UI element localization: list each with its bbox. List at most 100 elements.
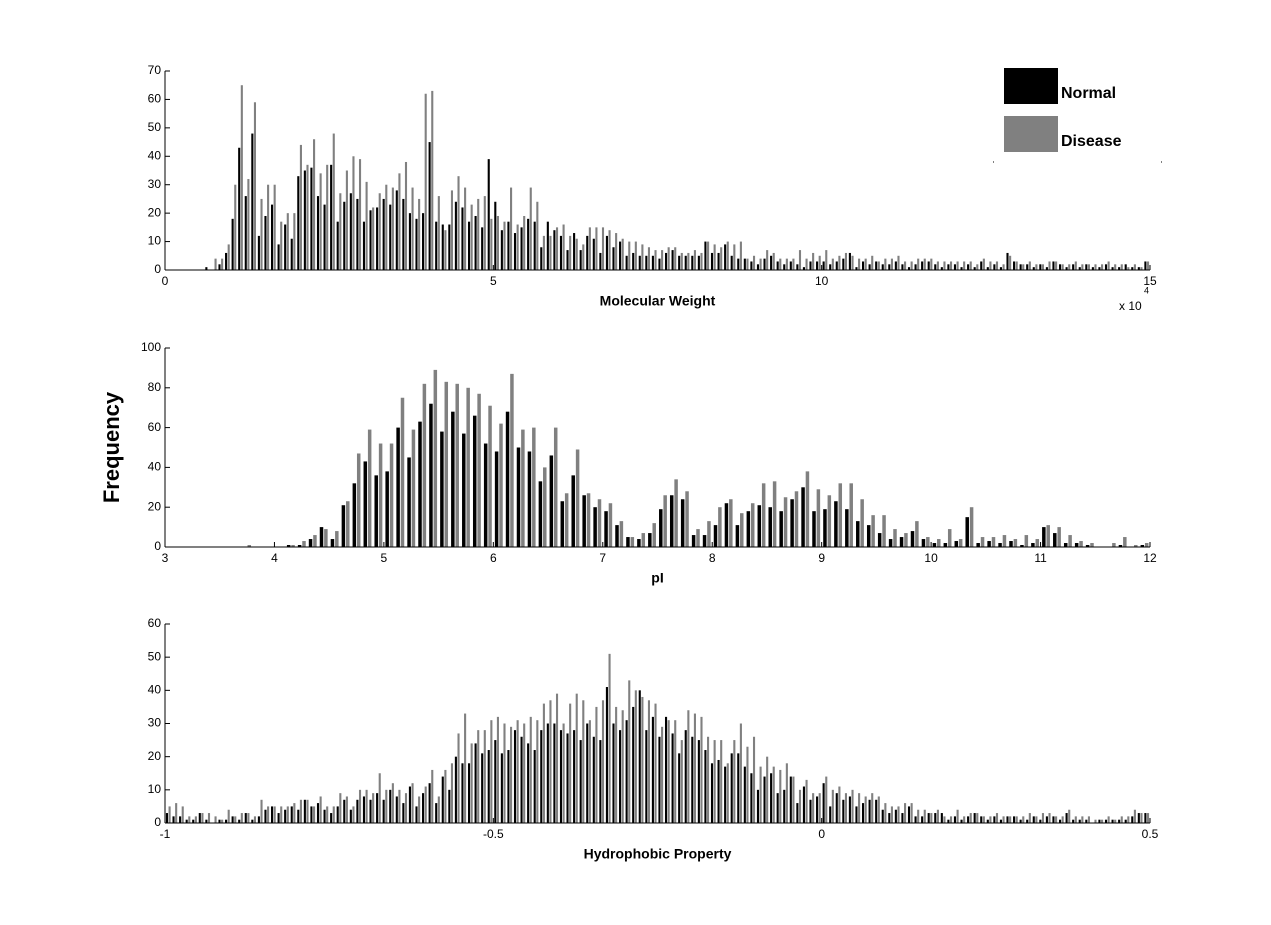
bar — [595, 706, 598, 823]
bar — [980, 816, 983, 823]
bar — [253, 102, 257, 271]
bar — [527, 218, 530, 270]
bar — [555, 693, 559, 823]
bar — [310, 806, 313, 823]
bar — [730, 753, 733, 823]
y-tick-label: 20 — [148, 749, 162, 763]
x-tick-label: 7 — [599, 551, 606, 565]
bar — [739, 723, 742, 823]
bar — [1107, 816, 1110, 823]
bar — [772, 766, 775, 823]
bar — [569, 235, 572, 270]
bar — [835, 793, 838, 823]
bar — [418, 796, 421, 823]
bar — [569, 703, 572, 823]
bar — [667, 247, 670, 270]
bar — [910, 531, 915, 547]
bar — [612, 247, 615, 270]
bar — [422, 213, 425, 270]
bar — [718, 507, 722, 547]
bar — [927, 261, 930, 270]
bar — [441, 224, 444, 270]
bar — [1002, 816, 1005, 823]
bar — [395, 190, 398, 270]
bar — [398, 789, 401, 823]
bar — [1124, 819, 1127, 823]
bar — [582, 700, 585, 823]
bar — [678, 255, 681, 270]
bar — [273, 806, 276, 823]
bar — [687, 710, 690, 823]
bar — [848, 796, 851, 823]
bar — [717, 759, 720, 823]
bar — [367, 429, 372, 547]
bar — [172, 816, 175, 823]
bar — [372, 207, 375, 270]
bar — [532, 427, 536, 547]
bar — [881, 809, 884, 823]
bar — [428, 142, 431, 270]
bar — [724, 244, 727, 270]
bar — [910, 803, 913, 823]
bar — [464, 713, 467, 823]
bar — [555, 227, 559, 270]
bar — [1061, 816, 1064, 823]
bar — [993, 264, 996, 270]
bar — [422, 383, 427, 547]
bar — [188, 816, 191, 823]
bar — [411, 783, 414, 823]
bar — [349, 193, 352, 270]
bar — [707, 736, 710, 823]
bar — [280, 221, 283, 270]
bar — [218, 264, 221, 270]
bar — [378, 443, 383, 547]
bar — [1133, 809, 1136, 823]
bar — [759, 766, 762, 823]
bar — [586, 493, 591, 547]
bar — [917, 258, 920, 270]
bar — [260, 198, 263, 270]
bar — [864, 258, 867, 270]
bar — [346, 501, 350, 547]
bar — [1028, 261, 1031, 270]
bar — [319, 527, 324, 547]
bar — [201, 813, 204, 823]
bar — [783, 789, 786, 823]
bar — [1081, 264, 1084, 270]
bar — [483, 730, 486, 823]
bar — [605, 687, 608, 823]
bar — [270, 204, 274, 270]
bar — [882, 515, 886, 547]
bar — [789, 776, 792, 823]
bar — [536, 201, 539, 270]
bar — [746, 746, 749, 823]
legend-swatch — [1004, 116, 1058, 152]
bar — [947, 529, 952, 547]
bar — [707, 521, 711, 547]
bar — [848, 252, 851, 270]
x-multiplier-exponent: 4 — [1144, 285, 1149, 295]
bar — [884, 803, 887, 823]
bar — [669, 495, 674, 547]
bar — [998, 543, 1002, 547]
bar — [444, 230, 447, 270]
bar — [477, 730, 480, 823]
bar — [457, 733, 460, 823]
bar — [549, 455, 554, 547]
bar — [500, 753, 503, 823]
bar — [316, 196, 320, 270]
bar — [816, 261, 819, 270]
bar — [464, 187, 467, 270]
bar — [652, 523, 656, 547]
bar — [993, 816, 996, 823]
bar — [801, 487, 805, 547]
x-tick-label: 9 — [818, 551, 825, 565]
bar — [871, 515, 875, 547]
bar — [260, 799, 263, 823]
bar — [1094, 819, 1097, 823]
bar — [888, 539, 893, 547]
bar — [356, 198, 359, 270]
bar — [936, 261, 939, 270]
bar — [812, 793, 815, 823]
y-tick-label: 60 — [148, 616, 162, 630]
